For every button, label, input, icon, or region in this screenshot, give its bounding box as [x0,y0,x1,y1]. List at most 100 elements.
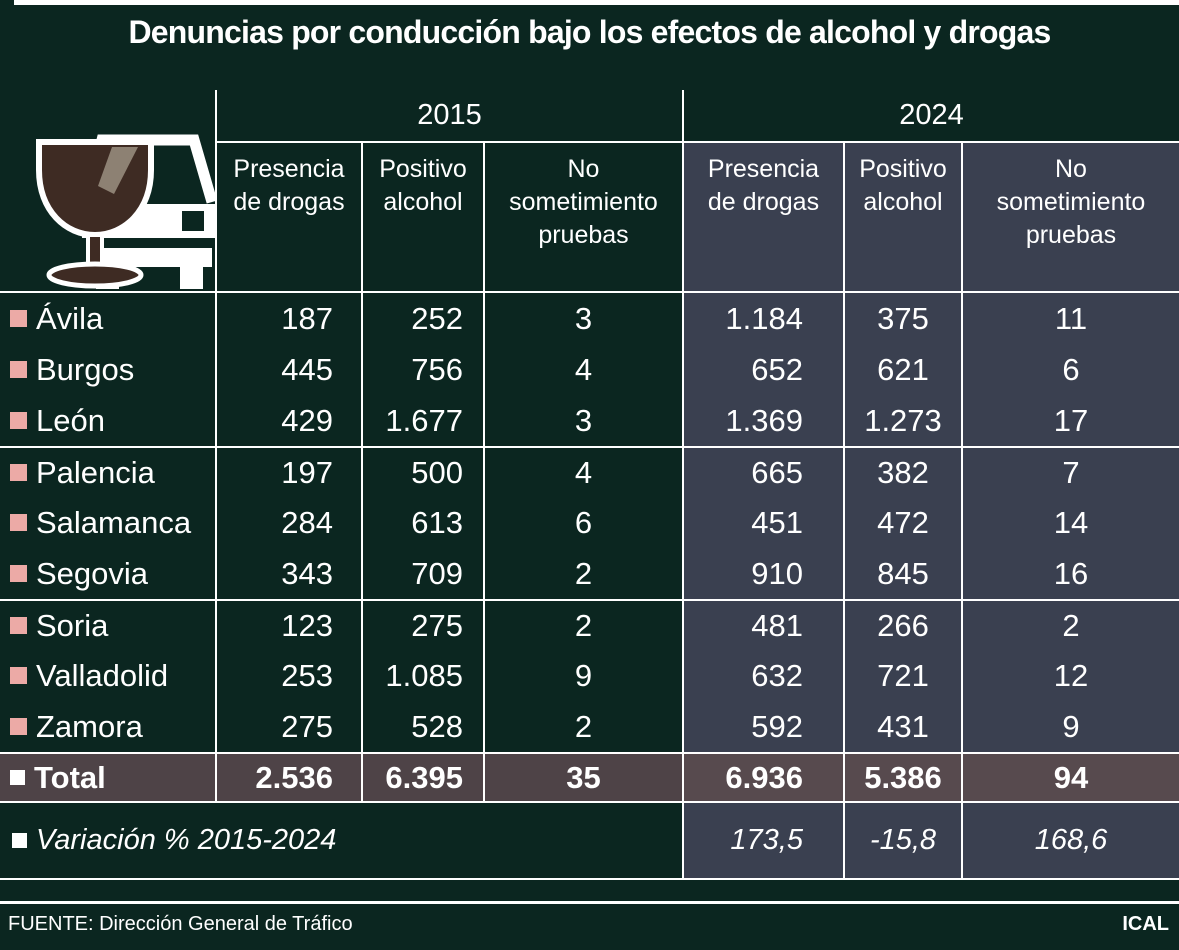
province-label: León [36,402,105,438]
province-label: Palencia [36,454,155,490]
wine-glass-and-car-icon [24,108,218,290]
row-bullet-icon [10,514,27,531]
province-label: Zamora [36,708,143,744]
variation-label-cell: Variación % 2015-2024 [0,803,682,880]
province-cell: León [0,395,215,446]
value-2015-no-sometimiento: 3 [483,395,682,446]
value-2015-no-sometimiento: 2 [483,548,682,599]
province-label: Salamanca [36,504,192,540]
value-2024-positivo: 721 [843,650,961,701]
province-cell: Burgos [0,344,215,395]
value-2015-no-sometimiento: 9 [483,650,682,701]
row-bullet-icon [10,617,27,634]
total-2024-positivo: 5.386 [843,752,961,803]
total-2024-no-sometimiento: 94 [961,752,1179,803]
value-2015-presencia: 275 [215,701,361,752]
value-2024-presencia: 1.184 [682,293,843,344]
value-2015-presencia: 343 [215,548,361,599]
value-2024-no-sometimiento: 9 [961,701,1179,752]
row-bullet-icon [10,770,25,785]
col-header-2024-no-sometimiento: No sometimiento pruebas [961,143,1179,293]
value-2015-positivo: 528 [361,701,483,752]
value-2024-no-sometimiento: 14 [961,497,1179,548]
province-cell: Valladolid [0,650,215,701]
value-2015-positivo: 1.085 [361,650,483,701]
value-2015-presencia: 284 [215,497,361,548]
value-2015-no-sometimiento: 3 [483,293,682,344]
value-2015-no-sometimiento: 4 [483,344,682,395]
page-title: Denuncias por conducción bajo los efecto… [128,14,1051,50]
value-2015-positivo: 709 [361,548,483,599]
row-bullet-icon [10,565,27,582]
total-label: Total [34,759,106,795]
value-2015-positivo: 275 [361,599,483,650]
row-bullet-icon [10,310,27,327]
variation-2024-positivo: -15,8 [843,803,961,880]
value-2015-presencia: 253 [215,650,361,701]
row-bullet-icon [10,412,27,429]
province-label: Soria [36,607,109,643]
variation-label: Variación % 2015-2024 [36,824,337,856]
value-2015-positivo: 1.677 [361,395,483,446]
value-2024-no-sometimiento: 7 [961,446,1179,497]
province-label: Segovia [36,555,149,591]
value-2024-presencia: 592 [682,701,843,752]
col-header-2015-no-sometimiento: No sometimiento pruebas [483,143,682,293]
top-edge-strip [14,0,1179,5]
variation-2024-no-sometimiento: 168,6 [961,803,1179,880]
source-credit: FUENTE: Dirección General de Tráfico [8,913,353,935]
value-2015-no-sometimiento: 6 [483,497,682,548]
total-2015-positivo: 6.395 [361,752,483,803]
value-2015-presencia: 187 [215,293,361,344]
province-cell: Segovia [0,548,215,599]
value-2024-no-sometimiento: 11 [961,293,1179,344]
year-header-2024: 2024 [682,90,1179,143]
value-2024-positivo: 845 [843,548,961,599]
value-2024-presencia: 1.369 [682,395,843,446]
value-2015-presencia: 445 [215,344,361,395]
icon-cell [0,143,215,293]
total-2024-presencia: 6.936 [682,752,843,803]
value-2015-positivo: 756 [361,344,483,395]
col-header-2024-presencia-drogas: Presencia de drogas [682,143,843,293]
value-2015-no-sometimiento: 4 [483,446,682,497]
total-label-cell: Total [0,752,215,803]
row-bullet-icon [10,361,27,378]
value-2015-presencia: 197 [215,446,361,497]
row-bullet-icon [10,667,27,684]
province-label: Burgos [36,351,135,387]
variation-2024-presencia: 173,5 [682,803,843,880]
province-cell: Ávila [0,293,215,344]
data-table: 2015 2024 Presencia de drogas Positivo a… [0,90,1179,880]
value-2024-presencia: 481 [682,599,843,650]
value-2024-positivo: 472 [843,497,961,548]
total-2015-presencia: 2.536 [215,752,361,803]
col-header-2024-positivo-alcohol: Positivo alcohol [843,143,961,293]
footer: FUENTE: Dirección General de Tráfico ICA… [0,904,1179,936]
agency-logo: ICAL [1122,913,1169,935]
value-2024-no-sometimiento: 6 [961,344,1179,395]
value-2024-positivo: 1.273 [843,395,961,446]
province-label: Ávila [36,300,104,336]
value-2024-presencia: 652 [682,344,843,395]
province-label: Valladolid [36,657,169,693]
col-header-2015-presencia-drogas: Presencia de drogas [215,143,361,293]
value-2015-positivo: 252 [361,293,483,344]
value-2024-positivo: 431 [843,701,961,752]
value-2015-positivo: 500 [361,446,483,497]
value-2024-presencia: 632 [682,650,843,701]
province-cell: Palencia [0,446,215,497]
year-header-2015: 2015 [215,90,682,143]
col-header-2015-positivo-alcohol: Positivo alcohol [361,143,483,293]
value-2015-no-sometimiento: 2 [483,701,682,752]
footer-divider [0,901,1179,904]
value-2024-positivo: 382 [843,446,961,497]
value-2024-positivo: 375 [843,293,961,344]
value-2015-presencia: 123 [215,599,361,650]
value-2024-no-sometimiento: 2 [961,599,1179,650]
province-cell: Salamanca [0,497,215,548]
value-2024-presencia: 451 [682,497,843,548]
value-2024-no-sometimiento: 17 [961,395,1179,446]
value-2015-positivo: 613 [361,497,483,548]
value-2024-no-sometimiento: 12 [961,650,1179,701]
